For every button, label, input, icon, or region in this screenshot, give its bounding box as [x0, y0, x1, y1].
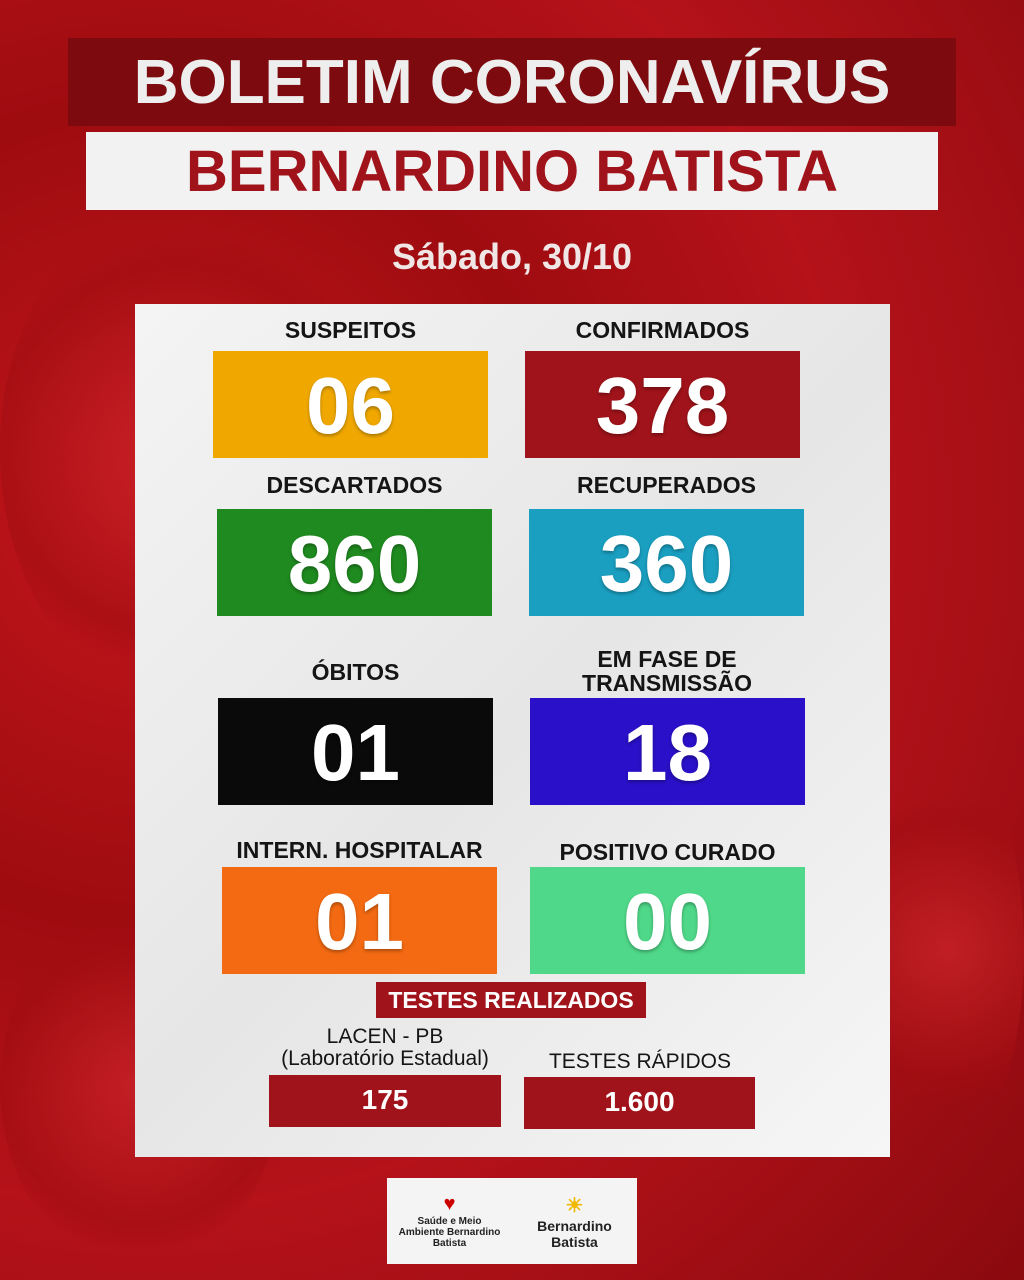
stat-value: 06	[213, 351, 488, 458]
rapid-tests-value: 1.600	[524, 1077, 755, 1129]
stat-label: EM FASE DE TRANSMISSÃO	[582, 646, 752, 696]
lacen-label: LACEN - PB	[326, 1025, 444, 1048]
stat-value: 18	[530, 698, 805, 805]
bulletin-date: Sábado, 30/10	[391, 236, 633, 277]
stat-label: CONFIRMADOS	[575, 317, 750, 343]
health-logo-text: Saúde e Meio Ambiente Bernardino Batista	[398, 1216, 501, 1249]
sun-icon: ☀	[565, 1194, 584, 1217]
lacen-sublabel: (Laboratório Estadual)	[281, 1047, 489, 1070]
logos: ♥ Saúde e Meio Ambiente Bernardino Batist…	[387, 1178, 637, 1264]
virus-decoration	[874, 750, 1024, 1150]
city-name: BERNARDINO BATISTA	[86, 132, 938, 210]
bulletin-title: BOLETIM CORONAVÍRUS	[68, 38, 956, 126]
stat-label: SUSPEITOS	[284, 317, 417, 343]
municipality-logo-text: Bernardino Batista	[537, 1217, 612, 1250]
heart-icon: ♥	[443, 1193, 456, 1215]
stat-label: POSITIVO CURADO	[559, 839, 776, 865]
stat-value: 378	[525, 351, 800, 458]
municipality-logo: ☀ Bernardino Batista	[520, 1193, 630, 1250]
health-secretariat-logo: ♥ Saúde e Meio Ambiente Bernardino Batist…	[395, 1193, 505, 1249]
stat-label: ÓBITOS	[311, 659, 400, 685]
rapid-tests-label: TESTES RÁPIDOS	[548, 1050, 732, 1073]
stat-value: 01	[222, 867, 497, 974]
stat-label: INTERN. HOSPITALAR	[236, 837, 483, 863]
stat-label: RECUPERADOS	[577, 472, 756, 498]
stat-value: 01	[218, 698, 493, 805]
stat-value: 00	[530, 867, 805, 974]
stat-value: 860	[217, 509, 492, 616]
tests-title: TESTES REALIZADOS	[376, 982, 646, 1018]
stat-value: 360	[529, 509, 804, 616]
lacen-value: 175	[269, 1075, 501, 1127]
stat-label: DESCARTADOS	[266, 472, 443, 498]
